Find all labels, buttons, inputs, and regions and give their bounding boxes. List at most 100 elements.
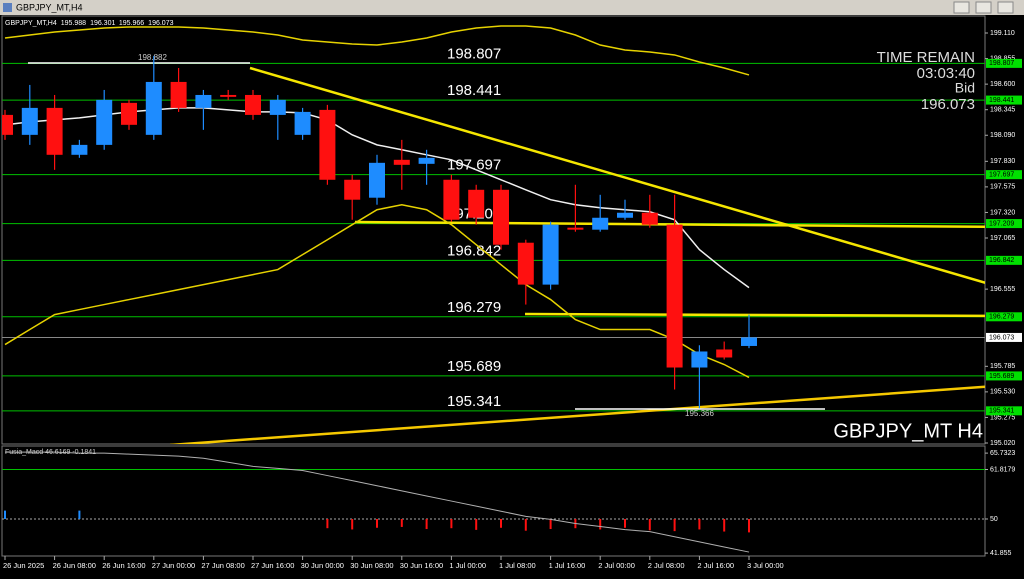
- bid-tag-label: 196.073: [989, 334, 1014, 341]
- level-tag-label: 195.341: [989, 408, 1014, 415]
- histogram-bar: [450, 518, 453, 529]
- window-buttons: [953, 1, 1014, 14]
- level-tag-label: 198.807: [989, 60, 1014, 67]
- histogram-bar: [400, 518, 403, 527]
- level-label: 197.697: [447, 157, 501, 174]
- x-tick-label: 30 Jun 08:00: [350, 561, 393, 570]
- y-tick-label: 196.555: [990, 286, 1015, 293]
- indicator-tick-label: 50: [990, 516, 998, 523]
- candle-body: [96, 99, 113, 145]
- candle-body: [741, 337, 757, 346]
- x-tick-label: 30 Jun 16:00: [400, 561, 443, 570]
- candle-body: [517, 242, 534, 285]
- candle-body: [393, 159, 410, 165]
- candle-body: [542, 224, 559, 285]
- histogram-bar: [524, 518, 527, 531]
- candle-body: [269, 99, 286, 115]
- indicator-tick-label: 41.855: [990, 550, 1012, 557]
- x-tick-label: 26 Jun 16:00: [102, 561, 145, 570]
- x-tick-label: 27 Jun 00:00: [152, 561, 195, 570]
- x-tick-label: 2 Jul 16:00: [697, 561, 734, 570]
- y-tick-label: 195.785: [990, 363, 1015, 370]
- x-tick-label: 2 Jul 08:00: [648, 561, 685, 570]
- y-tick-label: 197.320: [990, 209, 1015, 216]
- x-tick-label: 2 Jul 00:00: [598, 561, 635, 570]
- candle-body: [319, 109, 336, 180]
- histogram-bar: [549, 518, 552, 530]
- overlay-line: [4, 25, 750, 76]
- x-tick-label: 1 Jul 08:00: [499, 561, 536, 570]
- level-tag-label: 195.689: [989, 373, 1014, 380]
- indicator-line: [5, 451, 750, 553]
- level-label: 198.441: [447, 82, 501, 99]
- histogram-bar: [748, 518, 750, 533]
- last-close: 196.073: [148, 20, 173, 27]
- candle-body: [592, 217, 609, 230]
- overlay-line: [4, 203, 750, 379]
- trend-line: [354, 220, 985, 229]
- histogram-bar: [351, 518, 354, 530]
- candles: [2, 55, 757, 409]
- labels: GBPJPY_MT,H4 195.988 196.301 195.966 196.073…: [5, 20, 983, 456]
- histogram-bar: [673, 518, 676, 532]
- time-axis: 26 Jun 2025 26 Jun 08:00 26 Jun 16:00 27 Ju…: [3, 556, 784, 570]
- candle-body: [46, 107, 63, 155]
- histogram-bar: [376, 518, 378, 528]
- candle-body: [2, 114, 13, 135]
- close-button[interactable]: [997, 1, 1014, 14]
- y-tick-label: 199.110: [990, 30, 1015, 37]
- candle-body: [666, 224, 683, 368]
- histogram-bar: [723, 518, 726, 532]
- bid-value: 196.073: [921, 96, 975, 113]
- y-tick-label: 195.530: [990, 389, 1015, 396]
- y-tick-label: 197.830: [990, 158, 1015, 165]
- symbol-info: GBPJPY_MT,H4 195.988 196.301 195.966 196.073: [5, 20, 174, 27]
- watermark: GBPJPY_MT H4: [833, 420, 983, 442]
- candle-body: [294, 111, 311, 135]
- y-tick-label: 195.020: [990, 440, 1015, 447]
- candle-body: [493, 189, 509, 245]
- level-tag-label: 196.279: [989, 314, 1014, 321]
- y-tick-label: 198.090: [990, 132, 1015, 139]
- level-tag-label: 198.441: [989, 97, 1014, 104]
- histogram-bar: [599, 518, 602, 530]
- minimize-button[interactable]: [953, 1, 970, 14]
- level-label: 195.341: [447, 393, 501, 410]
- last-high: 196.301: [90, 20, 115, 27]
- x-tick-label: 1 Jul 16:00: [549, 561, 586, 570]
- candle-body: [641, 212, 658, 225]
- y-tick-label: 198.600: [990, 81, 1015, 88]
- maximize-button[interactable]: [975, 1, 992, 14]
- candle-body: [468, 189, 485, 218]
- candle-body: [220, 94, 237, 97]
- indicator-label: Fusia_Macd 46.6169 -0.1841: [5, 449, 96, 456]
- time-remain-label: TIME REMAIN: [877, 49, 975, 66]
- candle-body: [71, 144, 88, 155]
- trend-line: [249, 66, 985, 284]
- drawn-lines: [28, 62, 985, 444]
- last-open: 195.988: [61, 20, 86, 27]
- x-tick-label: 3 Jul 00:00: [747, 561, 784, 570]
- high-annotation: 198.882: [138, 53, 167, 62]
- candle-body: [245, 94, 261, 115]
- level-tag-label: 196.842: [989, 257, 1014, 264]
- candle-body: [170, 81, 187, 108]
- level-tag-label: 197.209: [989, 220, 1014, 227]
- indicator-tick-label: 61.8179: [990, 466, 1015, 473]
- x-tick-label: 27 Jun 08:00: [201, 561, 244, 570]
- level-tag: [986, 58, 1022, 68]
- level-label: 195.689: [447, 358, 501, 375]
- level-tag: [986, 406, 1022, 416]
- low-annotation: 195.366: [685, 409, 714, 418]
- trend-line: [169, 385, 985, 444]
- main-panel: [1, 15, 986, 445]
- bid-tag: [986, 332, 1022, 342]
- candle-body: [145, 81, 162, 135]
- level-label: 196.842: [447, 242, 501, 259]
- time-remain: 03:03:40: [917, 65, 975, 82]
- y-tick-label: 197.065: [990, 235, 1015, 242]
- y-tick-label: 198.345: [990, 107, 1015, 114]
- window-icon: [3, 3, 12, 12]
